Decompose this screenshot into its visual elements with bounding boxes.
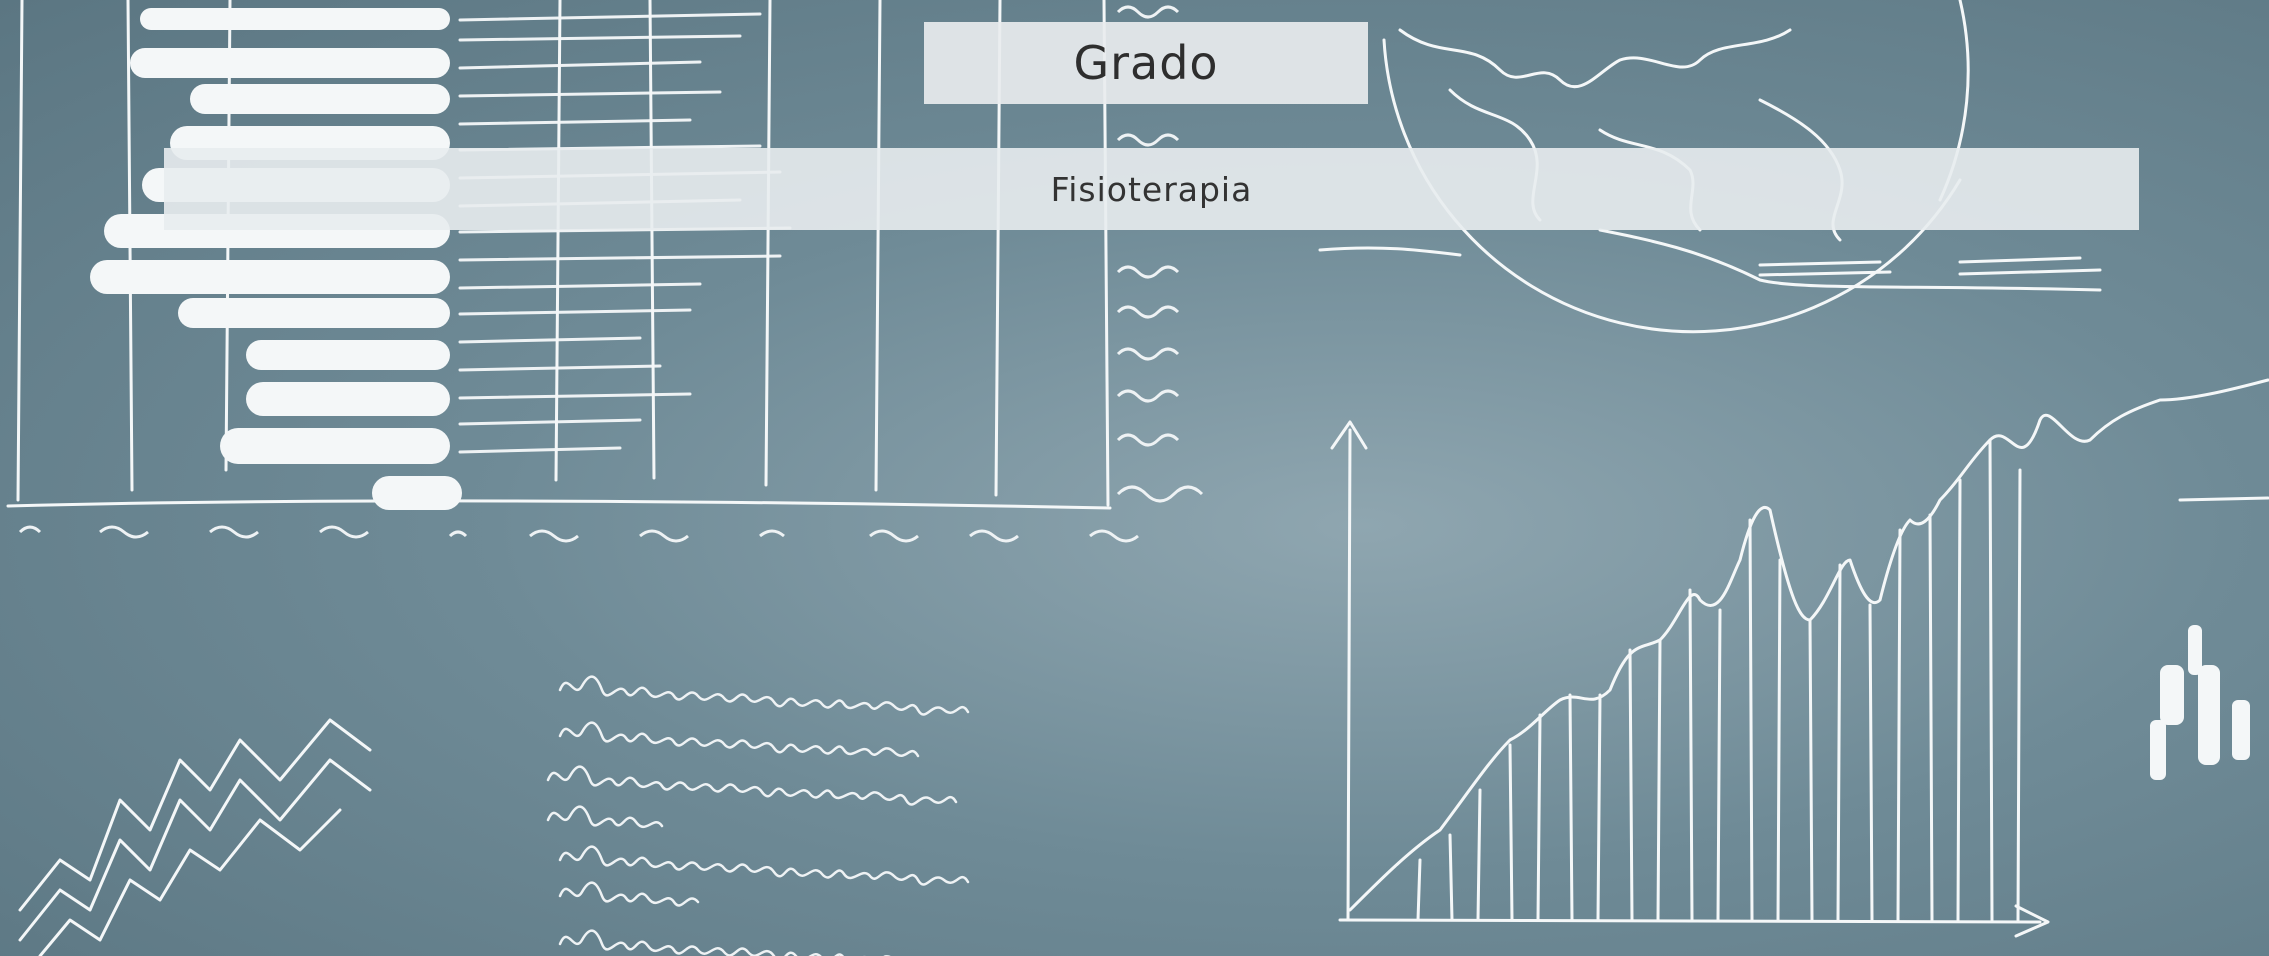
chalk-right-figure xyxy=(2150,496,2269,780)
program-name-label: Fisioterapia xyxy=(1050,169,1253,209)
chalk-zigzag-chart xyxy=(18,718,372,956)
chalk-bar-chart xyxy=(90,8,462,510)
chalk-axis-numbers xyxy=(18,5,1204,543)
program-name-box: Fisioterapia xyxy=(164,148,2139,230)
program-type-label: Grado xyxy=(1073,36,1219,90)
chalk-handwriting xyxy=(546,675,970,956)
chalk-line-chart xyxy=(1330,378,2269,938)
program-type-box: Grado xyxy=(924,22,1368,104)
chalk-hatching xyxy=(458,12,792,454)
